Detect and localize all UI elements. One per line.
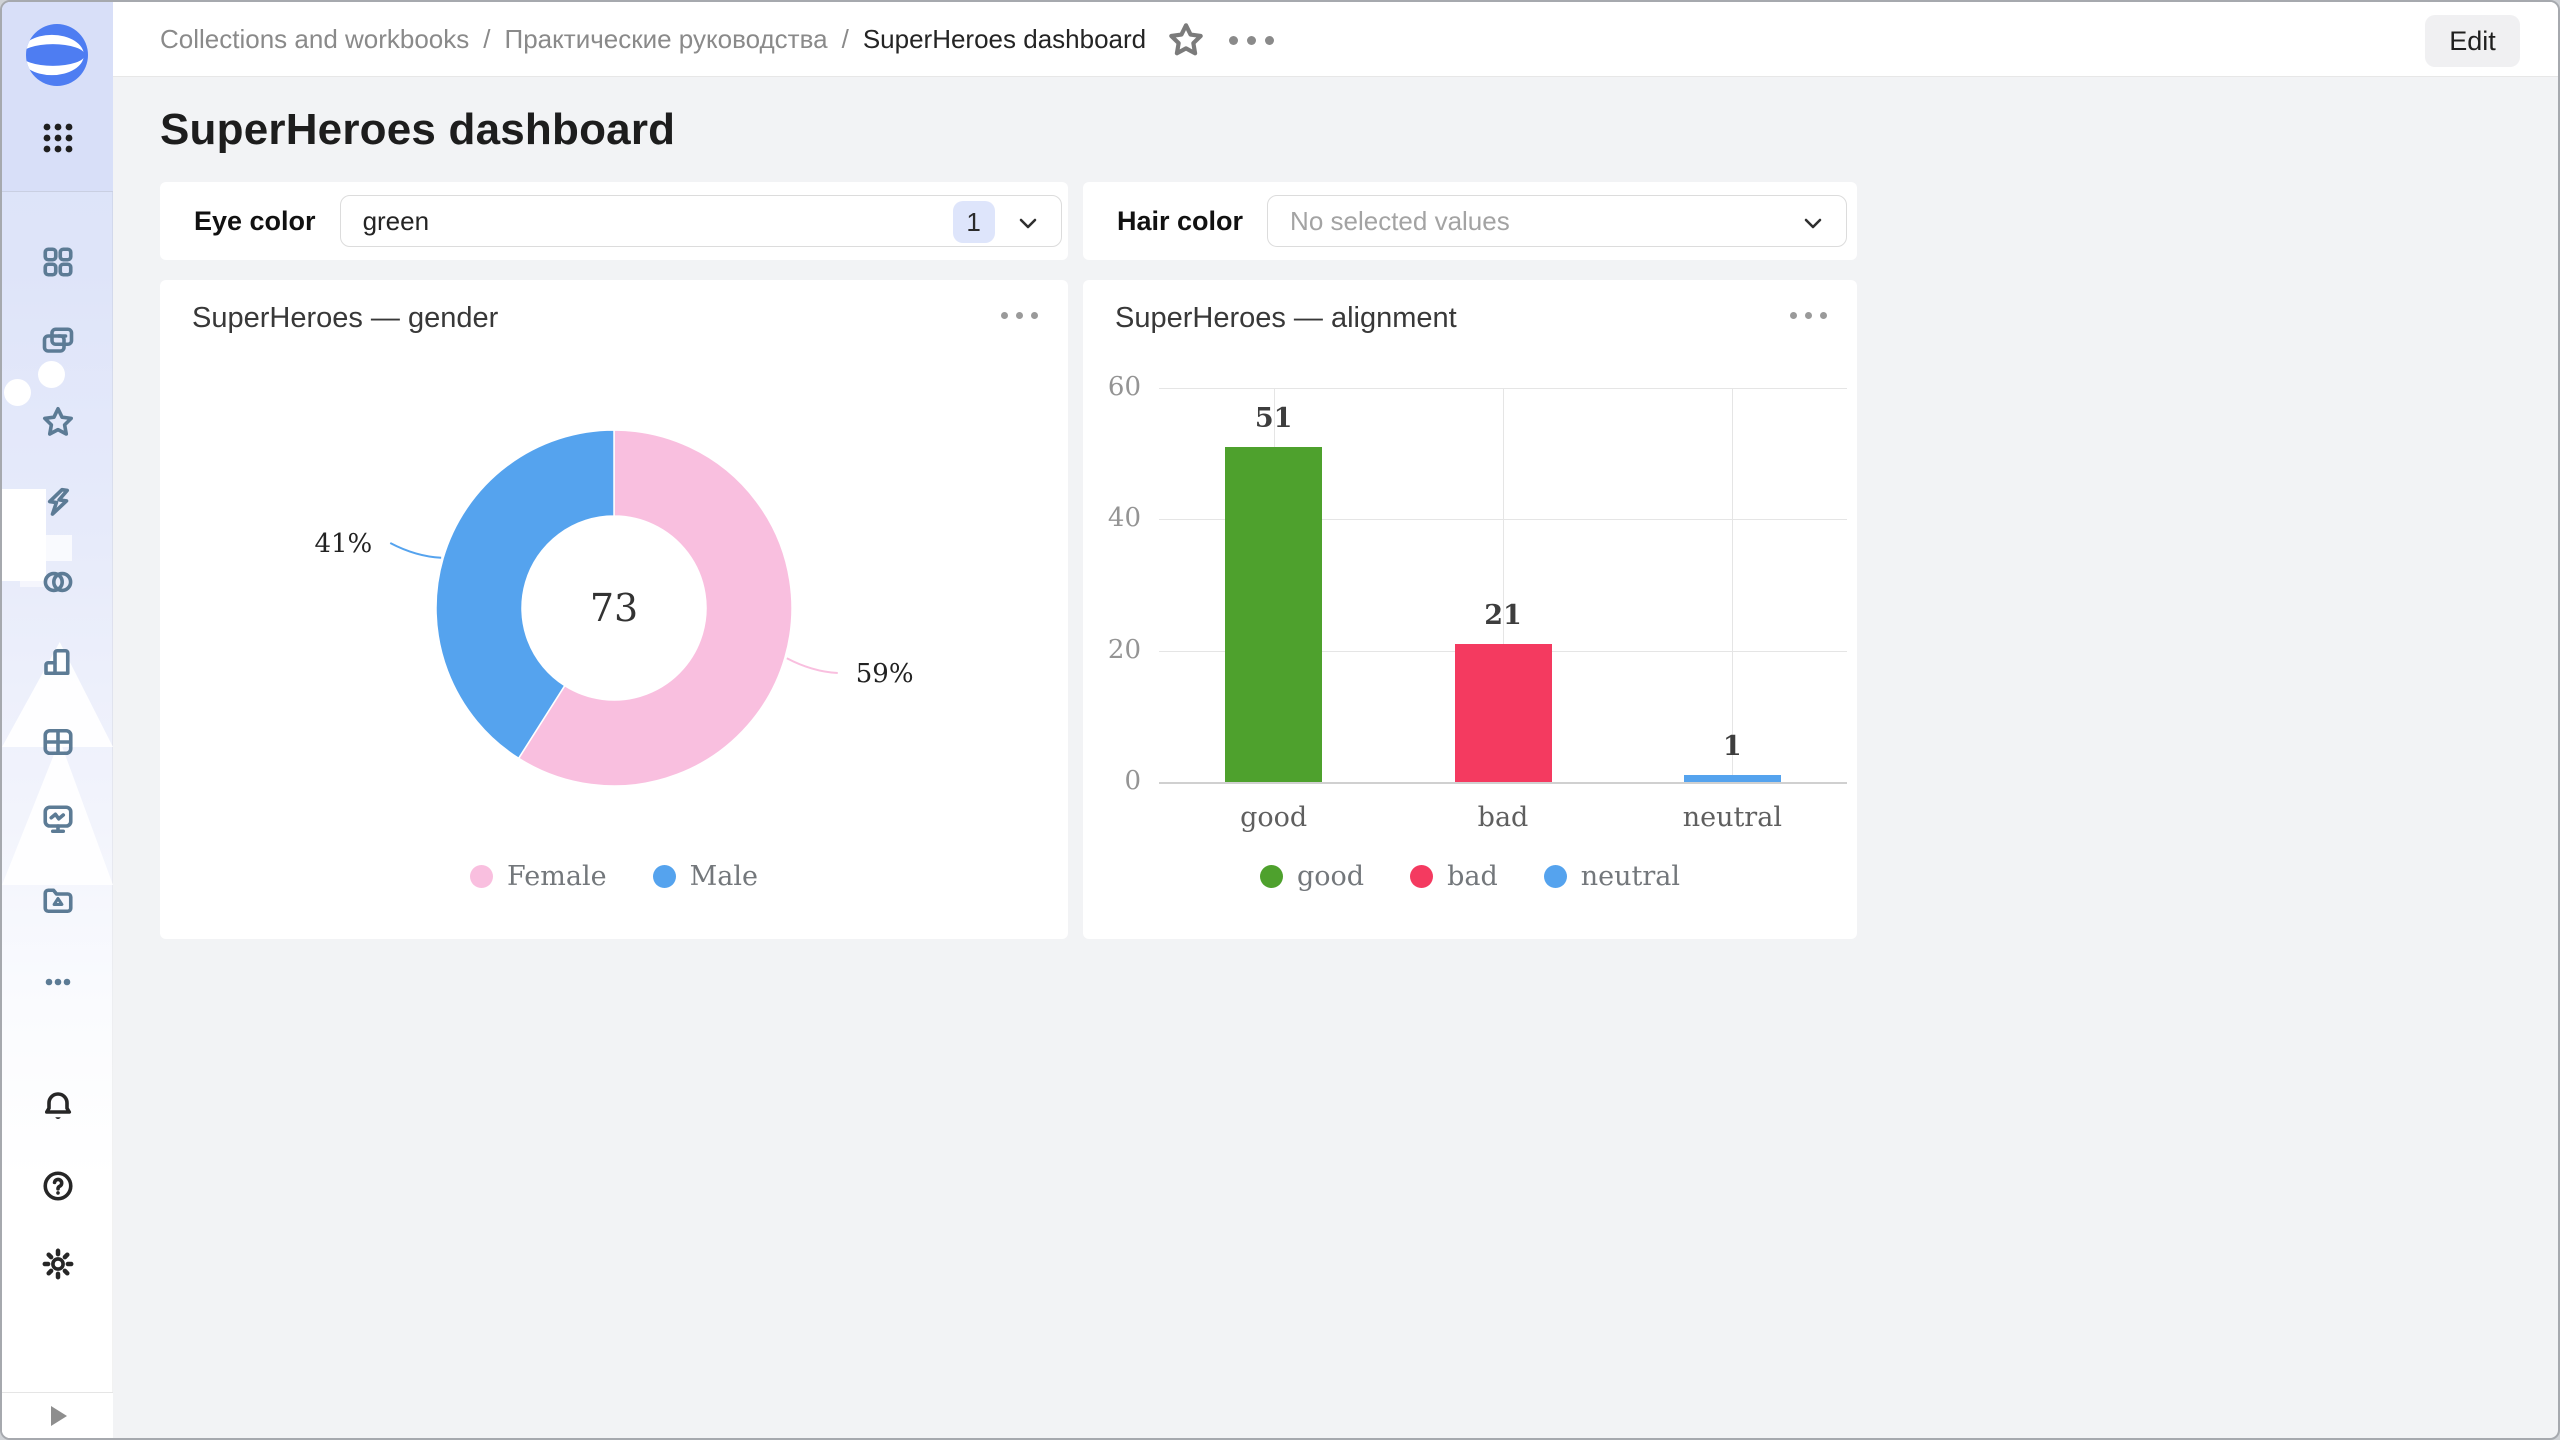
charts-icon[interactable] [40, 644, 76, 680]
legend-item-female[interactable]: Female [470, 861, 607, 892]
legend-label: neutral [1580, 860, 1680, 892]
y-axis-tick: 20 [1107, 634, 1141, 665]
favorite-star-icon[interactable] [1165, 19, 1207, 61]
monitoring-icon[interactable] [40, 802, 76, 838]
hair-color-label: Hair color [1117, 205, 1244, 236]
gridline-y-0 [1159, 782, 1847, 784]
bar-good[interactable] [1225, 447, 1323, 782]
chevron-down-icon [1015, 210, 1041, 236]
connections-icon[interactable] [40, 564, 76, 600]
legend-item-neutral[interactable]: neutral [1543, 860, 1680, 892]
storage-icon[interactable] [40, 882, 76, 918]
eye-color-select[interactable]: green 1 [339, 195, 1062, 247]
eye-color-label: Eye color [194, 205, 316, 236]
favorites-icon[interactable] [40, 404, 76, 440]
gridline-x [1732, 388, 1734, 782]
donut-label-line [786, 657, 838, 675]
breadcrumb-current: SuperHeroes dashboard [862, 24, 1147, 54]
legend-dot [470, 864, 494, 888]
sidebar-expand-bar[interactable] [2, 1392, 113, 1438]
sidebar-decoration [4, 379, 31, 406]
y-axis-tick: 60 [1107, 372, 1141, 402]
gender-chart-legend: Female Male [160, 852, 1068, 900]
sidebar-decoration [38, 361, 65, 388]
more-options-icon[interactable] [1229, 28, 1275, 52]
sidebar-decoration [20, 561, 46, 587]
gridline-x [1503, 388, 1504, 782]
gender-chart-card: SuperHeroes — gender 59% 41% 73 Female Male [160, 280, 1068, 939]
legend-label: Male [689, 860, 758, 892]
tables-icon[interactable] [40, 724, 76, 760]
topbar: Collections and workbooks / Практические… [113, 2, 2558, 77]
bar-neutral[interactable] [1683, 775, 1781, 782]
donut-label-line [389, 542, 442, 559]
y-axis-tick: 0 [1124, 766, 1141, 796]
donut-center-total: 73 [590, 586, 638, 630]
help-icon[interactable] [40, 1168, 76, 1204]
gender-donut-chart: 59% 41% 73 [314, 429, 914, 787]
breadcrumb-guides[interactable]: Практические руководства [504, 24, 828, 54]
alignment-chart-card: SuperHeroes — alignment 0 20 40 60 51 good 21 b… [1083, 280, 1857, 939]
collections-icon[interactable] [40, 324, 76, 360]
eye-color-filter-card: Eye color green 1 [160, 182, 1068, 260]
gender-chart-title: SuperHeroes — gender [192, 302, 499, 334]
bar-value-label: 51 [1254, 403, 1293, 435]
breadcrumb-separator: / [841, 24, 849, 54]
donut-slice-male[interactable] [435, 429, 615, 760]
alignment-chart-legend: good bad neutral [1083, 852, 1857, 900]
legend-label: bad [1447, 860, 1498, 892]
legend-item-good[interactable]: good [1260, 861, 1364, 892]
bar-bad[interactable] [1454, 644, 1552, 782]
legend-item-male[interactable]: Male [652, 860, 758, 892]
quick-actions-icon[interactable] [40, 484, 76, 520]
breadcrumb-separator: / [483, 24, 491, 54]
legend-dot [652, 864, 676, 888]
eye-color-value: green [362, 205, 430, 236]
x-axis-label-bad: bad [1477, 802, 1529, 833]
selected-count-badge: 1 [952, 201, 995, 243]
chart-menu-icon[interactable] [1790, 312, 1827, 319]
donut-percent-label: 41% [314, 529, 372, 559]
alignment-bar-chart: 0 20 40 60 51 good 21 bad 1 neutral [1108, 372, 1847, 833]
legend-item-bad[interactable]: bad [1410, 861, 1498, 892]
sidebar-decoration [46, 535, 72, 561]
donut-slice-female[interactable] [517, 429, 793, 787]
chart-menu-icon[interactable] [1001, 312, 1038, 319]
datalens-logo[interactable] [26, 24, 88, 86]
dashboards-icon[interactable] [40, 244, 76, 280]
settings-icon[interactable] [40, 1246, 76, 1282]
legend-dot [1410, 864, 1434, 888]
donut-percent-label: 59% [856, 659, 914, 689]
notifications-icon[interactable] [40, 1088, 76, 1124]
bar-value-label: 1 [1722, 731, 1742, 763]
breadcrumb-collections[interactable]: Collections and workbooks [160, 24, 470, 54]
legend-dot [1543, 864, 1567, 888]
legend-label: good [1297, 860, 1365, 892]
x-axis-label-neutral: neutral [1682, 802, 1782, 833]
apps-grid-icon[interactable] [40, 120, 76, 156]
sidebar [2, 2, 113, 1438]
logo-block [2, 2, 113, 192]
expand-icon[interactable] [46, 1403, 70, 1429]
more-icon[interactable] [40, 964, 76, 1000]
x-axis-label-good: good [1240, 802, 1308, 833]
chevron-down-icon [1800, 210, 1826, 236]
page-title: SuperHeroes dashboard [160, 105, 676, 154]
bar-value-label: 21 [1484, 600, 1522, 632]
hair-color-select[interactable]: No selected values [1267, 195, 1848, 247]
y-axis-tick: 40 [1107, 503, 1141, 534]
hair-color-filter-card: Hair color No selected values [1083, 182, 1857, 260]
legend-label: Female [507, 860, 607, 892]
legend-dot [1260, 864, 1283, 888]
breadcrumb: Collections and workbooks / Практические… [160, 2, 1146, 77]
hair-color-placeholder: No selected values [1290, 205, 1510, 236]
alignment-chart-title: SuperHeroes — alignment [1115, 302, 1457, 334]
edit-button[interactable]: Edit [2425, 15, 2520, 67]
